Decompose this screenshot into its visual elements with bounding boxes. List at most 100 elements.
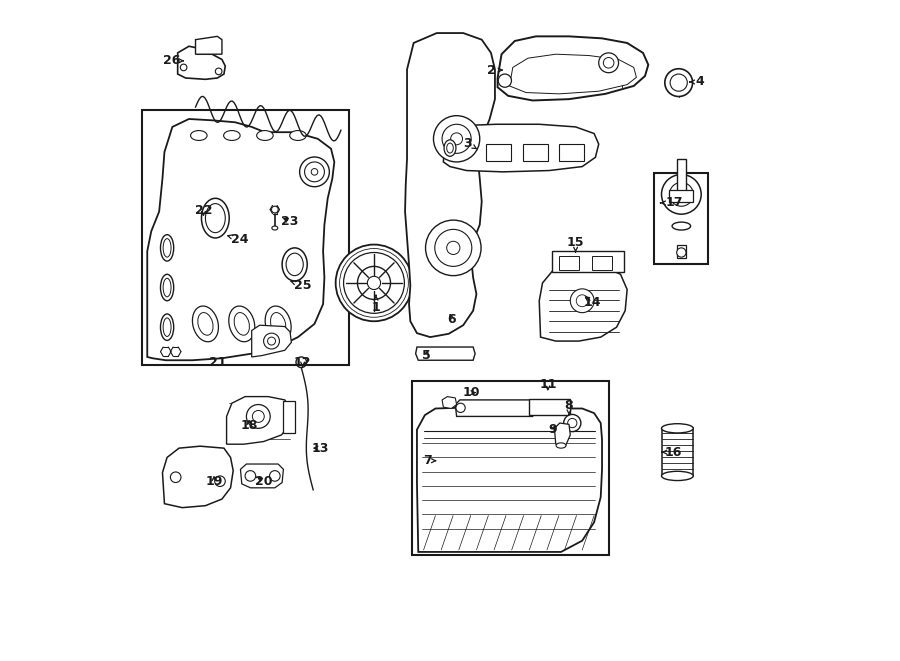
Ellipse shape [662, 471, 693, 481]
Ellipse shape [202, 198, 230, 238]
Polygon shape [455, 400, 535, 416]
Ellipse shape [191, 131, 207, 141]
Text: 15: 15 [567, 236, 584, 252]
Ellipse shape [205, 204, 225, 233]
Circle shape [442, 124, 472, 153]
Text: 18: 18 [240, 419, 257, 432]
Ellipse shape [311, 169, 318, 175]
Polygon shape [554, 423, 571, 446]
Ellipse shape [272, 226, 278, 230]
Polygon shape [405, 33, 495, 337]
Circle shape [264, 333, 280, 349]
Text: 3: 3 [464, 137, 477, 150]
Circle shape [426, 220, 482, 276]
Bar [284, 401, 295, 433]
Bar [677, 245, 686, 258]
Text: 9: 9 [548, 423, 557, 436]
Circle shape [215, 476, 225, 486]
Ellipse shape [160, 274, 174, 301]
Ellipse shape [672, 222, 690, 230]
Circle shape [670, 74, 688, 91]
Ellipse shape [234, 313, 249, 335]
Circle shape [272, 206, 278, 213]
Polygon shape [509, 54, 636, 94]
Circle shape [269, 471, 280, 481]
Ellipse shape [163, 239, 171, 257]
Ellipse shape [282, 248, 307, 281]
Text: 21: 21 [209, 356, 226, 369]
Text: 1: 1 [372, 295, 381, 314]
Ellipse shape [300, 157, 329, 186]
Circle shape [344, 253, 404, 313]
Circle shape [245, 471, 256, 481]
Bar [486, 144, 511, 161]
Text: 7: 7 [423, 454, 436, 467]
Circle shape [568, 418, 577, 428]
Text: 14: 14 [583, 295, 601, 309]
Circle shape [215, 68, 222, 75]
Circle shape [662, 175, 701, 214]
Circle shape [563, 414, 580, 432]
Polygon shape [252, 325, 292, 357]
Ellipse shape [662, 424, 693, 433]
Text: 26: 26 [163, 54, 184, 67]
Polygon shape [442, 397, 456, 408]
Polygon shape [444, 124, 598, 172]
Polygon shape [416, 347, 475, 360]
Polygon shape [240, 464, 284, 488]
Text: 22: 22 [194, 204, 212, 217]
Ellipse shape [290, 131, 306, 141]
Circle shape [434, 116, 480, 162]
Circle shape [435, 229, 472, 266]
Bar [662, 428, 693, 476]
Circle shape [603, 58, 614, 68]
Ellipse shape [304, 162, 324, 182]
Bar [559, 256, 579, 270]
Circle shape [677, 248, 686, 257]
Ellipse shape [446, 143, 454, 153]
Circle shape [367, 276, 381, 290]
Polygon shape [163, 446, 233, 508]
Text: 17: 17 [661, 196, 683, 210]
Text: 6: 6 [447, 313, 456, 327]
Ellipse shape [193, 306, 219, 342]
Bar [559, 144, 584, 161]
Polygon shape [227, 397, 292, 444]
Circle shape [451, 133, 463, 145]
Text: 2: 2 [487, 63, 502, 77]
Text: 5: 5 [422, 349, 430, 362]
Circle shape [446, 241, 460, 254]
Ellipse shape [229, 306, 255, 342]
Text: 13: 13 [311, 442, 328, 455]
Text: 25: 25 [291, 279, 311, 292]
Ellipse shape [163, 318, 171, 336]
Bar [142, 110, 349, 365]
Polygon shape [539, 264, 627, 341]
Circle shape [456, 403, 465, 412]
Ellipse shape [223, 131, 240, 141]
Circle shape [336, 245, 412, 321]
Circle shape [665, 69, 693, 97]
Polygon shape [177, 46, 225, 79]
Ellipse shape [444, 139, 456, 156]
Text: 4: 4 [690, 75, 704, 89]
Circle shape [247, 405, 270, 428]
Text: 8: 8 [564, 399, 573, 414]
Circle shape [267, 337, 275, 345]
Text: 10: 10 [463, 386, 480, 399]
Polygon shape [195, 36, 222, 54]
Bar [653, 173, 707, 264]
Text: 20: 20 [255, 475, 273, 488]
Bar [677, 159, 686, 192]
Bar [553, 251, 624, 272]
Circle shape [499, 74, 511, 87]
Text: 23: 23 [282, 215, 299, 228]
Ellipse shape [198, 313, 213, 335]
Text: 19: 19 [205, 475, 222, 488]
Polygon shape [148, 119, 334, 360]
Circle shape [598, 53, 618, 73]
Polygon shape [498, 36, 648, 100]
Circle shape [357, 266, 391, 299]
Ellipse shape [256, 131, 274, 141]
Ellipse shape [271, 313, 286, 335]
